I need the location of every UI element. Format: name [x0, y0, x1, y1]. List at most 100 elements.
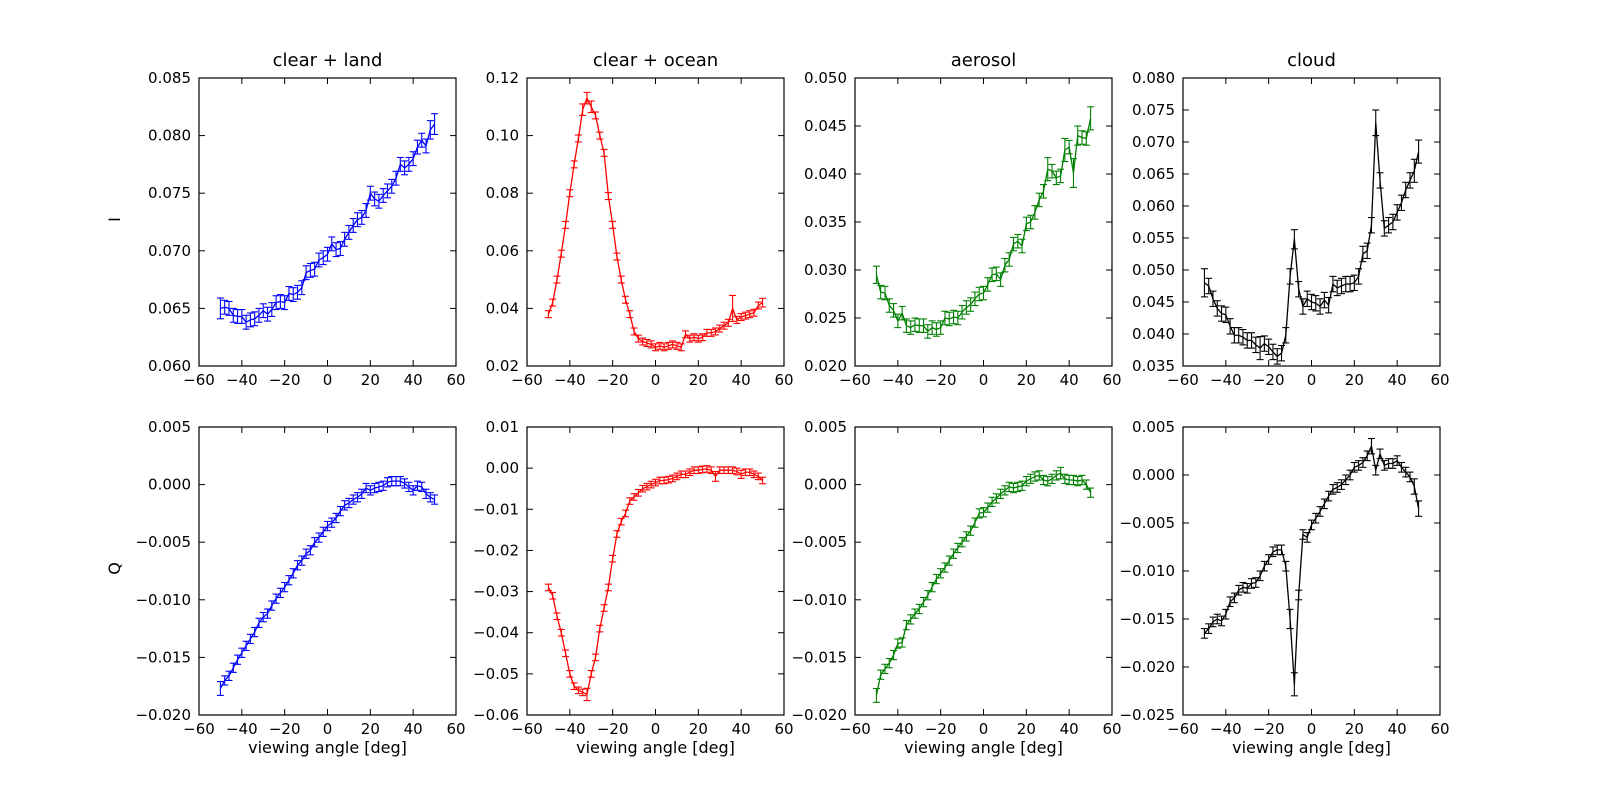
- x-axis-label-clear-ocean: viewing angle [deg]: [576, 738, 735, 757]
- y-tick-label: 0.060: [1132, 197, 1175, 215]
- x-tick-label: 20: [689, 371, 708, 389]
- y-tick-label: −0.005: [791, 533, 847, 551]
- x-tick-label: 60: [774, 371, 793, 389]
- x-axis-label-cloud: viewing angle [deg]: [1232, 738, 1391, 757]
- y-tick-label: −0.01: [473, 500, 519, 518]
- x-tick-label: −40: [554, 720, 586, 738]
- y-tick-label: −0.020: [135, 706, 191, 724]
- series-line: [875, 118, 1092, 333]
- subplot-title-aerosol: aerosol: [950, 50, 1017, 71]
- x-tick-label: −60: [183, 371, 215, 389]
- y-tick-label: 0.065: [1132, 165, 1175, 183]
- x-tick-label: 40: [1060, 720, 1079, 738]
- y-tick-label: 0.12: [486, 69, 519, 87]
- y-tick-label: −0.020: [1119, 658, 1175, 676]
- x-tick-label: −40: [1210, 371, 1242, 389]
- x-tick-label: 60: [774, 720, 793, 738]
- subplot-clear_land_I: −60 −40 −20 0 20 40 60 0.060 0.065 0.070 0.075 0.08…: [148, 69, 466, 389]
- x-axis-label-clear-land: viewing angle [deg]: [248, 738, 407, 757]
- x-tick-label: 60: [1430, 371, 1449, 389]
- y-tick-label: 0.070: [1132, 133, 1175, 151]
- y-tick-label: 0.050: [1132, 261, 1175, 279]
- subplot-title-cloud: cloud: [1287, 50, 1336, 71]
- y-tick-label: 0.005: [1132, 418, 1175, 436]
- y-tick-label: 0.030: [804, 261, 847, 279]
- x-tick-label: 20: [689, 720, 708, 738]
- y-tick-label: 0.055: [1132, 229, 1175, 247]
- x-tick-label: 0: [979, 371, 989, 389]
- x-tick-label: −40: [554, 371, 586, 389]
- y-axis-label-Q: Q: [104, 562, 124, 575]
- x-tick-label: −20: [597, 371, 629, 389]
- x-tick-label: 40: [1060, 371, 1079, 389]
- y-tick-label: 0.080: [1132, 69, 1175, 87]
- subplot-title-clear-land: clear + land: [272, 50, 383, 71]
- y-tick-label: −0.025: [1119, 706, 1175, 724]
- y-tick-label: 0.02: [486, 357, 519, 375]
- x-tick-label: 0: [323, 371, 333, 389]
- x-tick-label: 40: [732, 371, 751, 389]
- y-tick-label: −0.015: [1119, 610, 1175, 628]
- x-tick-label: 0: [323, 720, 333, 738]
- y-tick-label: 0.000: [1132, 466, 1175, 484]
- x-tick-label: 60: [446, 371, 465, 389]
- x-tick-label: −20: [1253, 371, 1285, 389]
- y-tick-label: 0.050: [804, 69, 847, 87]
- y-tick-label: −0.010: [135, 591, 191, 609]
- x-tick-label: 0: [1307, 720, 1317, 738]
- y-tick-label: 0.075: [148, 184, 191, 202]
- y-tick-label: −0.05: [473, 665, 519, 683]
- y-tick-label: −0.020: [791, 706, 847, 724]
- y-tick-label: 0.005: [148, 418, 191, 436]
- y-tick-label: −0.015: [791, 648, 847, 666]
- x-tick-label: 40: [732, 720, 751, 738]
- x-tick-label: 0: [1307, 371, 1317, 389]
- axes-frame: [198, 77, 457, 367]
- x-tick-label: −40: [882, 371, 914, 389]
- y-tick-label: 0.000: [804, 476, 847, 494]
- x-tick-label: 20: [361, 371, 380, 389]
- x-tick-label: −60: [511, 720, 543, 738]
- y-tick-label: 0.025: [804, 309, 847, 327]
- series-line: [1203, 445, 1420, 685]
- y-tick-label: 0.04: [486, 299, 519, 317]
- x-tick-label: 40: [1388, 720, 1407, 738]
- x-tick-label: −20: [925, 720, 957, 738]
- x-tick-label: 20: [1345, 371, 1364, 389]
- y-tick-label: −0.010: [791, 591, 847, 609]
- x-tick-label: −20: [925, 371, 957, 389]
- subplot-title-clear-ocean: clear + ocean: [592, 50, 719, 71]
- x-tick-label: −40: [226, 371, 258, 389]
- axes-frame: [1182, 77, 1441, 367]
- x-tick-label: 0: [651, 371, 661, 389]
- x-tick-label: −60: [839, 371, 871, 389]
- series-line: [547, 97, 763, 348]
- x-tick-label: 60: [1102, 720, 1121, 738]
- x-tick-label: 20: [361, 720, 380, 738]
- y-tick-label: 0.10: [486, 127, 519, 145]
- y-tick-label: −0.04: [473, 624, 519, 642]
- axes-frame: [854, 426, 1113, 716]
- y-tick-label: 0.000: [148, 476, 191, 494]
- y-tick-label: 0.060: [148, 357, 191, 375]
- y-tick-label: −0.015: [135, 648, 191, 666]
- x-tick-label: −40: [882, 720, 914, 738]
- x-tick-label: −60: [1167, 371, 1199, 389]
- x-tick-label: 0: [979, 720, 989, 738]
- y-tick-label: 0.00: [486, 459, 519, 477]
- y-tick-label: 0.085: [148, 69, 191, 87]
- y-tick-label: 0.035: [1132, 357, 1175, 375]
- y-tick-label: 0.080: [148, 127, 191, 145]
- y-tick-label: 0.040: [1132, 325, 1175, 343]
- y-tick-label: 0.065: [148, 299, 191, 317]
- x-tick-label: 60: [1102, 371, 1121, 389]
- x-tick-label: 40: [1388, 371, 1407, 389]
- series-line: [1204, 122, 1420, 358]
- series-line: [547, 468, 764, 696]
- x-tick-label: −60: [183, 720, 215, 738]
- y-tick-label: −0.02: [473, 541, 519, 559]
- axes-frame: [854, 77, 1113, 367]
- y-tick-label: 0.01: [486, 418, 519, 436]
- y-tick-label: 0.08: [486, 184, 519, 202]
